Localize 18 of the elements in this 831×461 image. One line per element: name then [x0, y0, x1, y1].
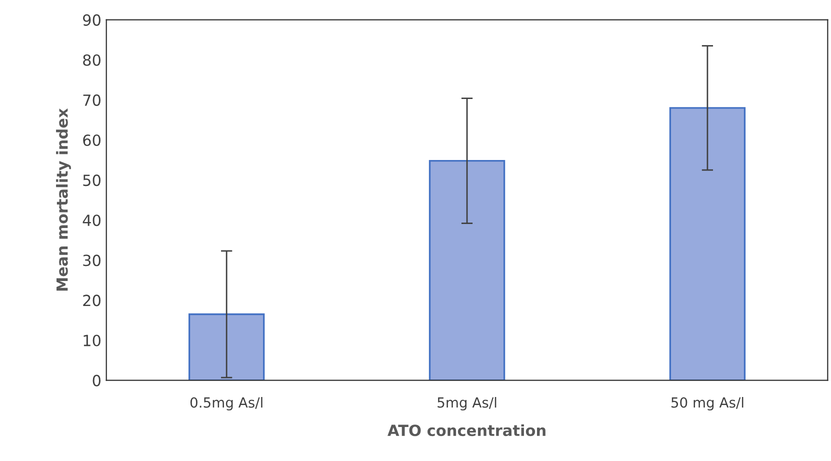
y-tick-label: 80	[83, 54, 100, 66]
y-axis-title: Mean mortality index	[56, 108, 71, 291]
y-tick-label: 50	[83, 174, 100, 186]
x-tick-label: 5mg As/l	[438, 396, 496, 410]
y-tick-label: 10	[84, 334, 100, 346]
bar	[669, 107, 746, 380]
x-axis-title: ATO concentration	[388, 424, 546, 436]
y-tick-label: 20	[83, 294, 100, 306]
y-tick-label: 30	[83, 254, 100, 266]
x-tick-label: 0.5mg As/l	[190, 396, 262, 410]
bar	[428, 160, 506, 380]
y-tick-label: 90	[83, 14, 100, 26]
x-tick-label: 50 mg As/l	[671, 396, 744, 410]
bar	[188, 313, 265, 380]
y-tick-label: 70	[83, 94, 100, 106]
y-tick-label: 60	[83, 134, 100, 146]
y-tick-label: 40	[82, 214, 100, 226]
y-tick-label: 0	[92, 374, 100, 386]
